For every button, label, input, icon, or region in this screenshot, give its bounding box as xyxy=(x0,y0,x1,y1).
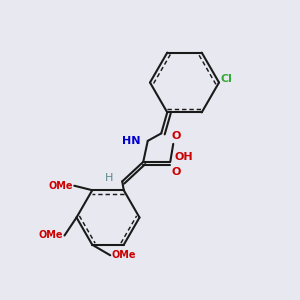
Text: O: O xyxy=(172,167,181,177)
Text: OMe: OMe xyxy=(48,181,73,191)
Text: O: O xyxy=(172,131,181,141)
Text: OMe: OMe xyxy=(112,250,136,260)
Text: Cl: Cl xyxy=(220,74,232,85)
Text: OMe: OMe xyxy=(38,230,63,241)
Text: H: H xyxy=(105,173,113,183)
Text: OH: OH xyxy=(175,152,194,162)
Text: HN: HN xyxy=(122,136,140,146)
